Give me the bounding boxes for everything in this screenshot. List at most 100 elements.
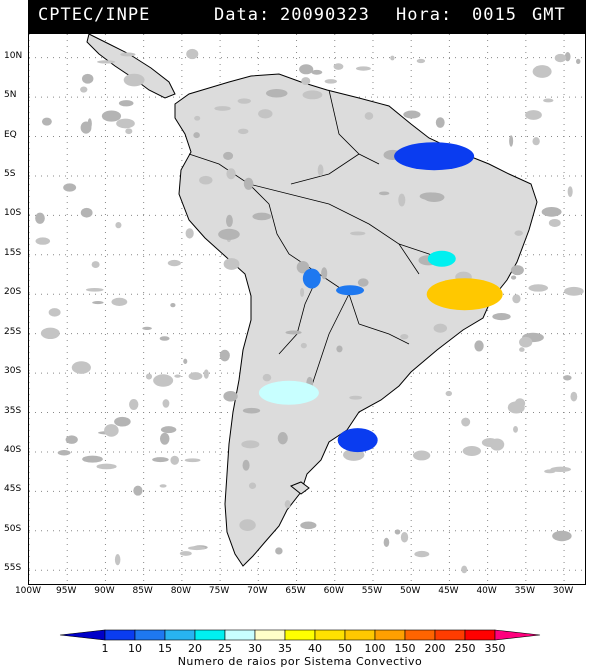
legend-value-label: 40 xyxy=(308,642,322,655)
cloud-patch xyxy=(186,48,199,60)
cloud-patch xyxy=(111,297,128,306)
cloud-patch xyxy=(550,466,572,472)
hour-label: Hora: xyxy=(396,5,453,25)
cloud-patch xyxy=(300,342,307,349)
cloud-patch xyxy=(474,340,484,352)
cloud-patch xyxy=(160,426,177,434)
legend-value-label: 35 xyxy=(278,642,292,655)
cloud-patch xyxy=(242,459,250,471)
cloud-patch xyxy=(183,358,188,364)
cloud-patch xyxy=(142,326,152,331)
cloud-patch xyxy=(179,551,192,556)
cloud-patch xyxy=(512,294,521,304)
lat-tick-label: 10S xyxy=(4,208,22,219)
cloud-patch xyxy=(300,521,317,530)
cloud-patch xyxy=(115,221,122,229)
cloud-patch xyxy=(570,391,578,402)
cloud-patch xyxy=(114,554,121,566)
legend-value-label: 100 xyxy=(364,642,386,655)
cloud-patch xyxy=(564,286,584,296)
legend-color-swatch xyxy=(194,629,226,641)
cloud-patch xyxy=(275,547,283,555)
cloud-patch xyxy=(317,164,324,177)
lat-tick-label: 40S xyxy=(4,444,22,455)
cloud-patch xyxy=(528,284,549,292)
legend-value-label: 25 xyxy=(218,642,232,655)
cloud-patch xyxy=(193,132,200,139)
cloud-patch xyxy=(383,537,390,547)
cloud-patch xyxy=(336,345,343,353)
cloud-patch xyxy=(188,372,203,381)
cloud-patch xyxy=(80,86,88,93)
lon-tick-label: 40W xyxy=(476,586,497,596)
lon-tick-label: 75W xyxy=(208,586,230,596)
cloud-patch xyxy=(120,52,136,57)
cloud-patch xyxy=(509,135,514,147)
central-america-landmass xyxy=(86,34,176,99)
lon-tick-label: 45W xyxy=(438,586,459,596)
cloud-patch xyxy=(133,485,143,496)
lon-tick-label: 95W xyxy=(56,586,77,596)
cloud-patch xyxy=(513,426,518,433)
cloud-patch xyxy=(194,115,201,121)
legend-color-swatch xyxy=(344,629,376,641)
cloud-patch xyxy=(65,435,78,444)
legend-color-swatch xyxy=(434,629,466,641)
legend-color-swatch xyxy=(464,629,496,641)
south-america-landmass xyxy=(174,73,538,567)
cloud-patch xyxy=(567,186,573,198)
cloud-patch xyxy=(159,484,167,488)
cloud-patch xyxy=(284,500,291,509)
hour-value: 0015 xyxy=(472,5,517,25)
legend-color-swatch xyxy=(104,629,136,641)
southeast-brazil-cluster xyxy=(426,278,503,311)
map-frame xyxy=(28,33,586,585)
cloud-patch xyxy=(333,63,344,70)
central-brazil-cluster xyxy=(427,250,456,267)
cloud-patch xyxy=(435,117,445,128)
cloud-patch xyxy=(92,301,104,305)
cloud-patch xyxy=(152,457,169,463)
cloud-patch xyxy=(445,390,453,397)
legend-value-label: 15 xyxy=(158,642,172,655)
cloud-patch xyxy=(63,183,77,192)
paraguay-cluster xyxy=(336,285,365,296)
cloud-patch xyxy=(187,546,206,551)
cloud-patch xyxy=(40,327,60,340)
lat-tick-label: 10N xyxy=(4,50,23,61)
legend-value-label: 10 xyxy=(128,642,142,655)
cloud-patch xyxy=(162,399,170,408)
cloud-patch xyxy=(519,347,525,352)
cloud-patch xyxy=(554,53,567,63)
cloud-patch xyxy=(223,390,238,402)
cloud-patch xyxy=(57,450,71,456)
lon-tick-label: 35W xyxy=(514,586,536,596)
source-label: CPTEC/INPE xyxy=(38,5,151,25)
lon-tick-label: 60W xyxy=(323,586,344,596)
lat-tick-label: 35S xyxy=(4,405,22,416)
lon-tick-label: 55W xyxy=(361,586,383,596)
cloud-patch xyxy=(413,450,431,461)
cloud-patch xyxy=(48,308,61,317)
cloud-patch xyxy=(199,175,213,185)
cloud-patch xyxy=(543,98,554,103)
cloud-patch xyxy=(153,374,174,387)
cloud-patch xyxy=(167,259,181,267)
cloud-patch xyxy=(218,228,240,240)
cloud-patch xyxy=(300,287,305,298)
falkland-islands xyxy=(290,481,310,495)
legend-value-label: 20 xyxy=(188,642,202,655)
cloud-patch xyxy=(145,373,153,380)
cloud-patch xyxy=(258,109,273,119)
cloud-patch xyxy=(101,110,122,122)
cloud-patch xyxy=(548,218,561,227)
cloud-patch xyxy=(242,407,261,414)
cloud-patch xyxy=(170,455,180,465)
cloud-patch xyxy=(398,193,406,207)
cloud-patch xyxy=(563,375,572,381)
cloud-patch xyxy=(114,416,131,427)
lat-tick-label: EQ xyxy=(4,129,17,140)
cloud-patch xyxy=(80,207,93,218)
legend-value-label: 250 xyxy=(454,642,476,655)
cloud-patch xyxy=(419,192,442,201)
